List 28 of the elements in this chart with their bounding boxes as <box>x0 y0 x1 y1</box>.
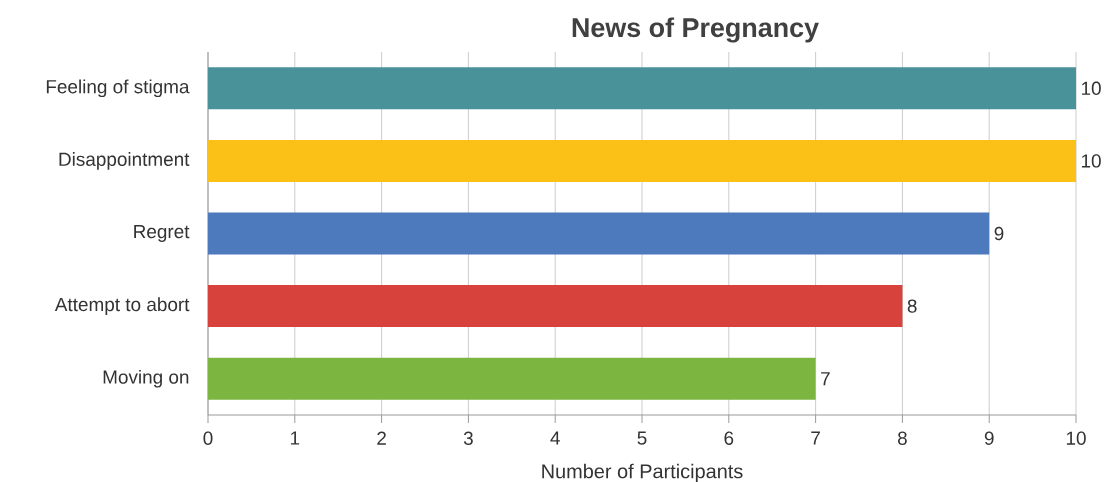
data-label: 9 <box>994 226 1004 241</box>
bar <box>208 139 1077 182</box>
chart-title: News of Pregnancy <box>572 17 819 43</box>
x-axis-title: Number of Participants <box>542 463 743 482</box>
data-label: 8 <box>907 299 917 313</box>
bar <box>208 67 1077 110</box>
y-tick-label: Regret <box>134 225 190 242</box>
x-tick-label: 1 <box>290 431 300 445</box>
data-label: 7 <box>821 372 830 386</box>
x-tick-label: 8 <box>897 431 907 445</box>
x-tick-label: 7 <box>811 431 820 445</box>
data-label: 10 <box>1081 81 1101 95</box>
x-tick-label: 6 <box>724 431 734 445</box>
x-tick-label: 4 <box>550 431 560 445</box>
x-tick-label: 5 <box>637 431 647 445</box>
bar <box>208 357 816 400</box>
x-tick-label: 3 <box>463 431 473 445</box>
bar <box>208 212 990 255</box>
bar <box>208 285 903 328</box>
x-tick-label: 10 <box>1066 431 1086 445</box>
y-tick-label: Feeling of stigma <box>46 79 190 98</box>
y-tick-label: Disappointment <box>59 152 190 170</box>
data-label: 10 <box>1081 154 1101 168</box>
y-tick-label: Attempt to abort <box>54 297 190 315</box>
x-tick-label: 2 <box>377 431 386 445</box>
x-tick-label: 0 <box>203 431 213 445</box>
y-tick-label: Moving on <box>103 369 189 388</box>
x-tick-label: 9 <box>984 431 994 445</box>
